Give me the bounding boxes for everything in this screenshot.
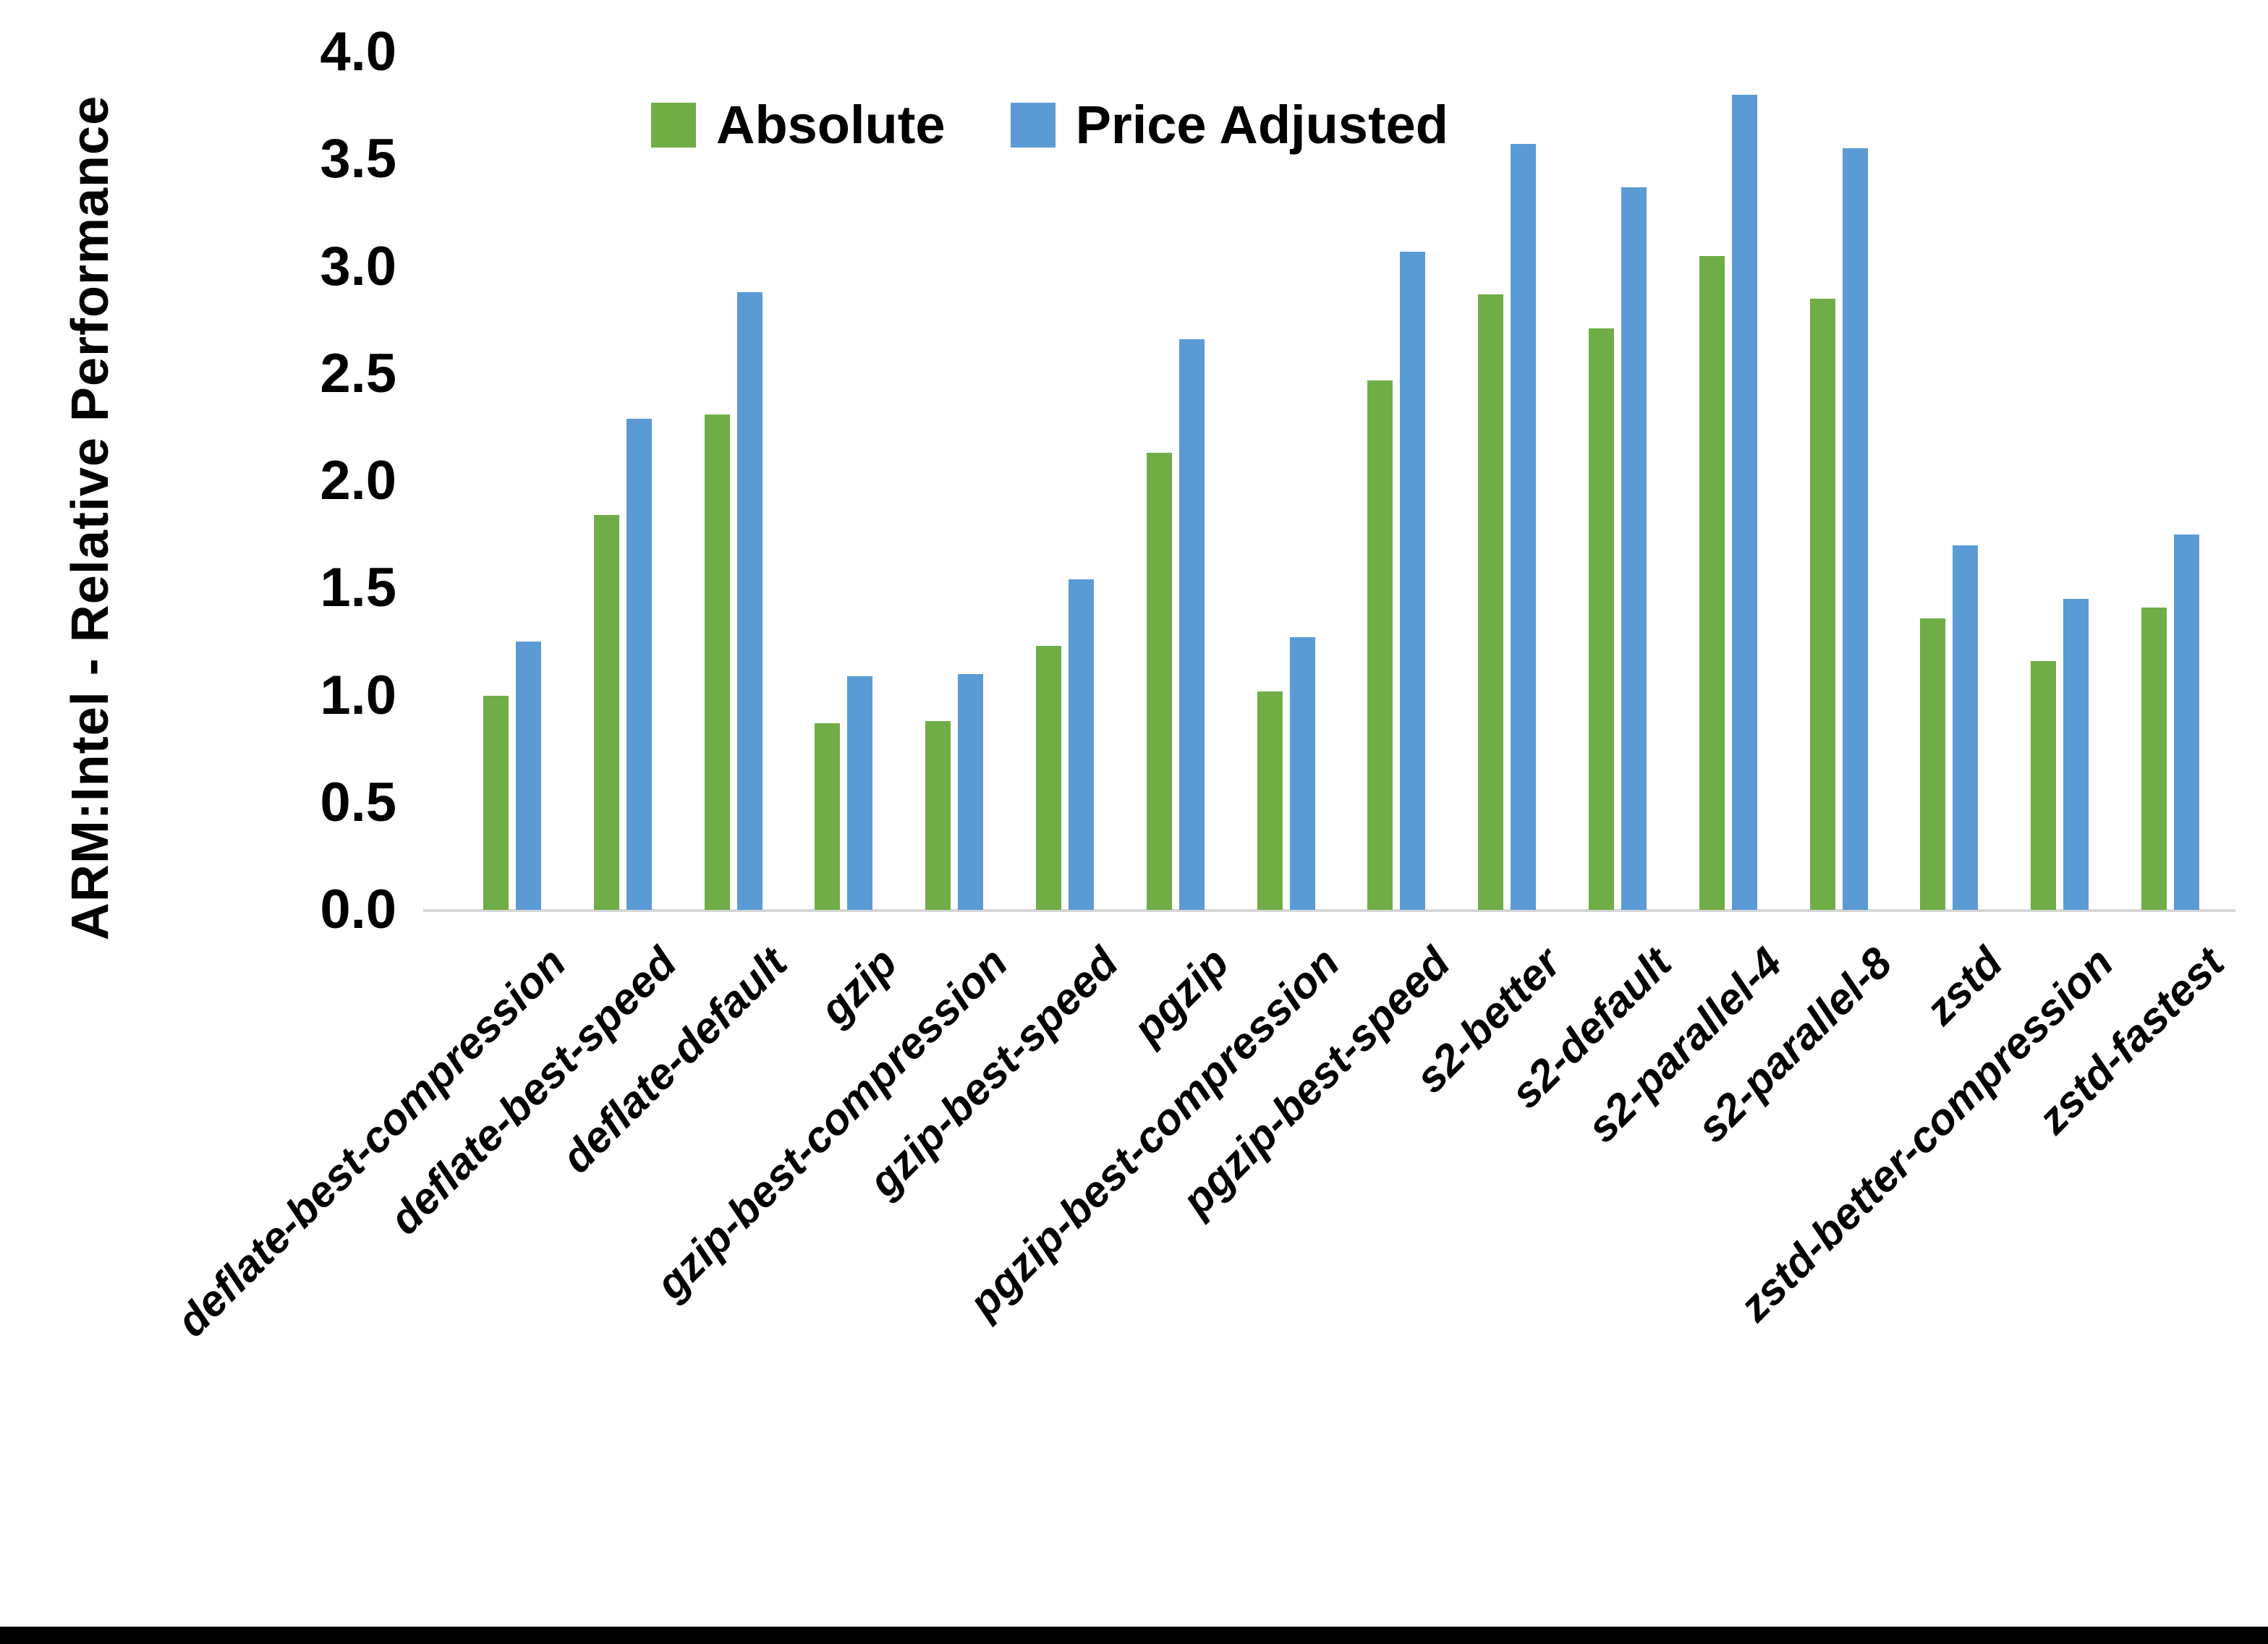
bar-price-adjusted-deflate-best-speed (626, 419, 652, 910)
x-tick-label-s2-parallel-8: s2-parallel-8 (1688, 938, 1902, 1152)
x-tick-label-zstd: zstd (1916, 938, 2012, 1034)
x-axis-line (423, 909, 2235, 912)
bar-absolute-gzip-best-compression (925, 721, 951, 910)
bar-price-adjusted-gzip-best-speed (1069, 579, 1094, 910)
bar-absolute-zstd-fastest (2141, 607, 2167, 910)
legend: Absolute Price Adjusted (651, 94, 1448, 156)
green-square-icon (651, 102, 696, 148)
bar-price-adjusted-gzip-best-compression (958, 673, 984, 910)
bar-absolute-gzip-best-speed (1036, 646, 1061, 910)
bar-price-adjusted-s2-better (1511, 144, 1537, 910)
y-tick-label: 0.5 (320, 771, 396, 833)
y-tick-label: 3.5 (320, 128, 396, 190)
bar-absolute-deflate-best-compression (483, 695, 509, 910)
bar-price-adjusted-zstd-better-compression (2063, 599, 2089, 910)
legend-label: Absolute (716, 95, 946, 155)
bar-absolute-s2-parallel-8 (1809, 298, 1835, 910)
bar-price-adjusted-zstd (1953, 545, 1979, 910)
bar-absolute-pgzip-best-speed (1367, 380, 1393, 910)
blue-square-icon (1010, 102, 1056, 148)
bar-price-adjusted-s2-parallel-8 (1842, 148, 1868, 910)
bar-price-adjusted-s2-default (1621, 187, 1647, 910)
bar-price-adjusted-deflate-best-compression (516, 642, 541, 910)
x-tick-label-s2-parallel-4: s2-parallel-4 (1577, 938, 1791, 1152)
x-tick-label-gzip: gzip (810, 938, 906, 1034)
bar-price-adjusted-pgzip-best-compression (1289, 637, 1315, 910)
bar-absolute-deflate-default (704, 414, 730, 910)
y-tick-label: 4.0 (320, 21, 396, 82)
y-tick-label: 1.5 (320, 557, 396, 619)
bar-price-adjusted-zstd-fastest (2174, 534, 2199, 910)
legend-entry-absolute: Absolute (651, 94, 946, 156)
y-tick-label: 2.5 (320, 342, 396, 404)
bar-absolute-s2-default (1589, 328, 1614, 910)
bar-price-adjusted-pgzip (1178, 339, 1205, 910)
figure-bottom-border (0, 1627, 2268, 1644)
bar-absolute-zstd-better-compression (2031, 661, 2057, 910)
bar-absolute-zstd (1920, 618, 1946, 910)
y-tick-label: 0.0 (320, 879, 396, 940)
legend-label: Price Adjusted (1075, 95, 1448, 155)
bar-price-adjusted-s2-parallel-4 (1731, 95, 1757, 910)
y-tick-label: 3.0 (320, 235, 396, 297)
y-tick-label: 2.0 (320, 450, 396, 511)
y-tick-label: 1.0 (320, 664, 396, 726)
bar-price-adjusted-pgzip-best-speed (1400, 251, 1426, 910)
bar-absolute-s2-better (1478, 294, 1504, 910)
bar-absolute-pgzip-best-compression (1257, 691, 1283, 910)
bar-price-adjusted-deflate-default (736, 292, 763, 910)
bar-absolute-s2-parallel-4 (1699, 255, 1725, 910)
bar-absolute-pgzip (1146, 453, 1172, 910)
bar-price-adjusted-gzip (847, 676, 873, 910)
legend-entry-price-adjusted: Price Adjusted (1010, 94, 1448, 156)
bar-absolute-deflate-best-speed (593, 515, 619, 910)
bar-absolute-gzip (815, 723, 841, 910)
